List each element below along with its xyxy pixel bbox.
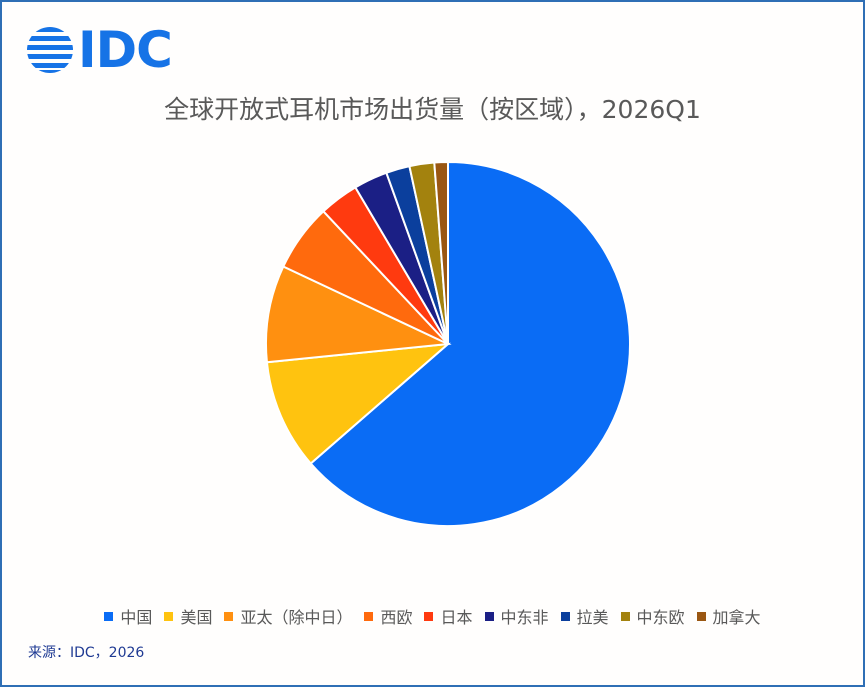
legend-label: 中东欧 xyxy=(636,608,685,627)
legend-item-3: 西欧 xyxy=(364,604,412,628)
legend-item-4: 日本 xyxy=(424,604,473,628)
legend-swatch xyxy=(560,611,570,621)
legend-swatch xyxy=(484,611,494,621)
legend-swatch xyxy=(696,611,706,621)
idc-logo: IDC xyxy=(26,21,173,79)
legend-swatch xyxy=(164,611,174,621)
legend-label: 日本 xyxy=(440,608,473,627)
pie-slice-2 xyxy=(265,265,452,364)
legend-item-7: 中东欧 xyxy=(620,604,685,628)
legend-label: 拉美 xyxy=(576,608,609,627)
legend-label: 中国 xyxy=(120,608,153,627)
legend-swatch xyxy=(364,611,374,621)
legend-label: 中东非 xyxy=(500,608,549,627)
legend-label: 亚太（除中日） xyxy=(240,608,353,627)
pie-slice-8 xyxy=(433,160,449,345)
legend-swatch xyxy=(620,611,630,621)
legend-item-2: 亚太（除中日） xyxy=(224,604,352,628)
legend-item-8: 加拿大 xyxy=(696,604,761,628)
legend-item-5: 中东非 xyxy=(484,604,549,628)
chart-title: 全球开放式耳机市场出货量（按区域），2026Q1 xyxy=(164,95,701,124)
pie-slice-0 xyxy=(309,160,631,527)
pie-slice-1 xyxy=(265,342,452,465)
legend-item-0: 中国 xyxy=(104,604,152,628)
legend-swatch xyxy=(424,611,434,621)
source-note: 来源：IDC，2026 xyxy=(28,645,145,661)
legend-item-1: 美国 xyxy=(164,604,212,628)
legend-label: 西欧 xyxy=(380,608,413,627)
chart-legend: 中国 美国 亚太（除中日） 西欧 日本 中东非 拉美 中东欧 加拿大 xyxy=(2,604,863,628)
globe-icon xyxy=(27,27,73,73)
logo-text: IDC xyxy=(78,21,173,79)
legend-item-6: 拉美 xyxy=(560,604,609,628)
legend-swatch xyxy=(224,611,234,621)
legend-swatch xyxy=(104,611,114,621)
legend-label: 加拿大 xyxy=(712,608,761,627)
legend-label: 美国 xyxy=(180,608,213,627)
